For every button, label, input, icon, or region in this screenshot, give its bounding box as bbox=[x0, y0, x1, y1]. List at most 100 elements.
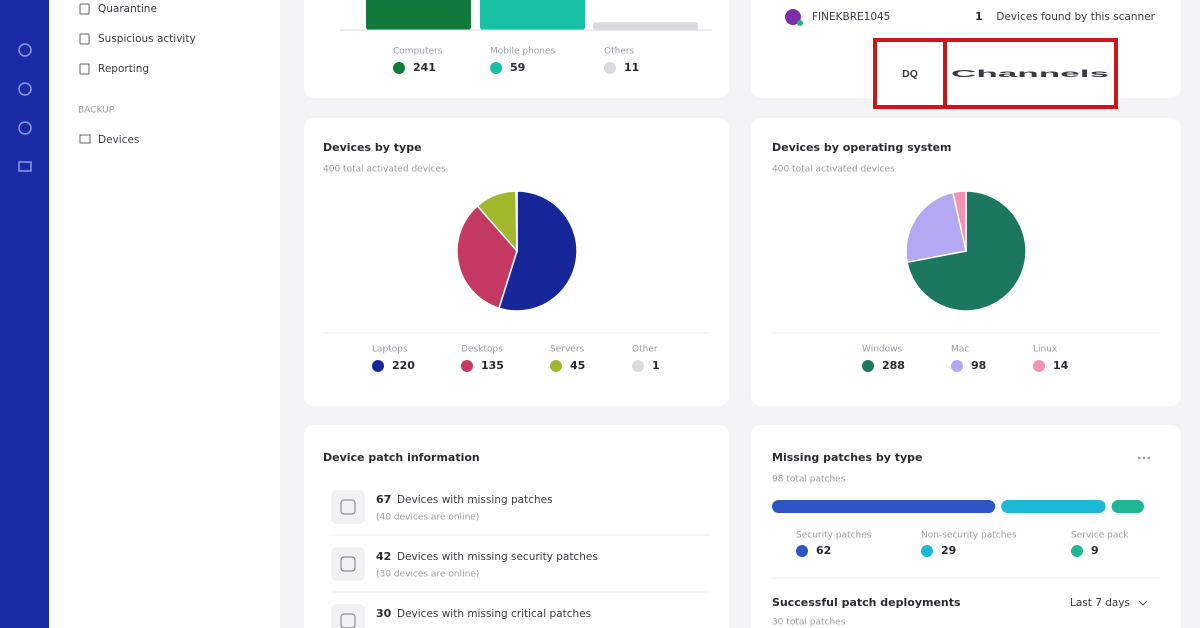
legend-dot bbox=[862, 360, 874, 372]
legend-dot bbox=[1071, 545, 1083, 557]
logo-right bbox=[947, 42, 1114, 105]
legend-value: 62 bbox=[816, 544, 831, 557]
item-note: (40 devices are online) bbox=[376, 513, 479, 523]
item-icon bbox=[331, 490, 365, 524]
legend-label: Service pack bbox=[1071, 531, 1129, 541]
legend-dot bbox=[490, 62, 502, 74]
nav-icon bbox=[79, 63, 90, 75]
pie-slice bbox=[515, 190, 518, 252]
rail-icons bbox=[18, 43, 32, 172]
item-count: 42 bbox=[376, 550, 391, 563]
item-count: 30 bbox=[376, 607, 392, 620]
nav-icon bbox=[79, 3, 90, 15]
nav-icon bbox=[79, 33, 90, 45]
item-icon bbox=[331, 547, 365, 581]
icon-rail bbox=[0, 0, 49, 628]
legend-label: Other bbox=[632, 345, 658, 355]
nav-item: Quarantine bbox=[98, 3, 157, 15]
bar-segment bbox=[1111, 500, 1144, 513]
pie-slice bbox=[952, 190, 967, 252]
legend-dot bbox=[951, 360, 963, 372]
legend-value: 29 bbox=[941, 544, 956, 557]
card-subtitle: 98 total patches bbox=[772, 475, 846, 485]
scanner-count: 1 bbox=[975, 10, 983, 23]
item-text: Devices with missing critical patches bbox=[397, 608, 591, 620]
bar-segment bbox=[772, 500, 996, 513]
legend-dot bbox=[1033, 360, 1045, 372]
bar bbox=[593, 22, 698, 30]
card-title: Successful patch deployments bbox=[772, 596, 961, 609]
legend-value: 59 bbox=[510, 61, 525, 74]
legend-label: Others bbox=[604, 47, 635, 57]
legend-value: 11 bbox=[624, 61, 639, 74]
nav-item: Devices bbox=[98, 134, 139, 146]
item-icon bbox=[331, 604, 365, 628]
legend-dot bbox=[372, 360, 384, 372]
legend-label: Desktops bbox=[461, 345, 503, 355]
legend-value: 14 bbox=[1053, 359, 1069, 372]
card-subtitle: 30 total patches bbox=[772, 618, 846, 628]
nav-panel bbox=[49, 0, 280, 628]
card-subtitle: 400 total activated devices bbox=[323, 165, 446, 175]
status-dot bbox=[797, 20, 803, 26]
legend-label: Computers bbox=[393, 47, 443, 57]
nav-icon bbox=[79, 134, 91, 144]
legend-dot bbox=[632, 360, 644, 372]
item-glyph bbox=[340, 613, 356, 628]
item-note: (30 devices are online) bbox=[376, 570, 479, 580]
legend-dot bbox=[393, 62, 405, 74]
scanner-name: FINEKBRE1045 bbox=[812, 11, 890, 23]
pie-slice bbox=[498, 190, 578, 312]
legend-value: 45 bbox=[570, 359, 585, 372]
legend-dot bbox=[921, 545, 933, 557]
scanner-icon bbox=[785, 9, 801, 25]
bar bbox=[480, 0, 585, 30]
legend-value: 9 bbox=[1091, 544, 1099, 557]
dropdown-arrow[interactable] bbox=[1138, 600, 1148, 606]
pie-slice bbox=[905, 191, 967, 264]
bar-segment bbox=[1001, 500, 1106, 513]
legend-label: Security patches bbox=[796, 531, 872, 541]
nav-item: Suspicious activity bbox=[98, 33, 196, 45]
card-subtitle: 400 total activated devices bbox=[772, 165, 895, 175]
legend-value: 1 bbox=[652, 359, 660, 372]
legend-value: 135 bbox=[481, 359, 504, 372]
logo-text: DQ bbox=[902, 68, 918, 80]
more-menu[interactable] bbox=[1137, 456, 1151, 460]
legend-dot bbox=[550, 360, 562, 372]
legend-label: Servers bbox=[550, 345, 585, 355]
card-title: Missing patches by type bbox=[772, 451, 923, 464]
item-text: Devices with missing patches bbox=[397, 494, 553, 506]
legend-dot bbox=[796, 545, 808, 557]
legend-value: 98 bbox=[971, 359, 986, 372]
card-title: Devices by operating system bbox=[772, 141, 952, 154]
item-glyph bbox=[340, 556, 356, 572]
legend-label: Laptops bbox=[372, 345, 408, 355]
card bbox=[751, 425, 1181, 628]
legend-value: 288 bbox=[882, 359, 905, 372]
card bbox=[304, 425, 729, 628]
logo-left bbox=[877, 42, 943, 105]
legend-dot bbox=[604, 62, 616, 74]
nav-item: Reporting bbox=[98, 63, 149, 75]
legend-value: 241 bbox=[413, 61, 436, 74]
legend-label: Non-security patches bbox=[921, 531, 1017, 541]
legend-value: 220 bbox=[392, 359, 415, 372]
legend-label: Linux bbox=[1033, 345, 1058, 355]
legend-label: Mobile phones bbox=[490, 47, 556, 57]
card-title: Device patch information bbox=[323, 451, 480, 464]
item-count: 67 bbox=[376, 493, 391, 506]
legend-label: Windows bbox=[862, 345, 902, 355]
nav-section: BACKUP bbox=[78, 106, 115, 116]
item-text: Devices with missing security patches bbox=[397, 551, 598, 563]
logo-text: Channels bbox=[951, 68, 1110, 80]
bar bbox=[366, 0, 471, 30]
card-title: Devices by type bbox=[323, 141, 422, 154]
legend-dot bbox=[461, 360, 473, 372]
scanner-text: Devices found by this scanner bbox=[996, 11, 1155, 23]
pie-slice bbox=[456, 204, 518, 310]
period-select[interactable]: Last 7 days bbox=[1070, 597, 1130, 609]
item-glyph bbox=[340, 499, 356, 515]
legend-label: Mac bbox=[951, 345, 969, 355]
